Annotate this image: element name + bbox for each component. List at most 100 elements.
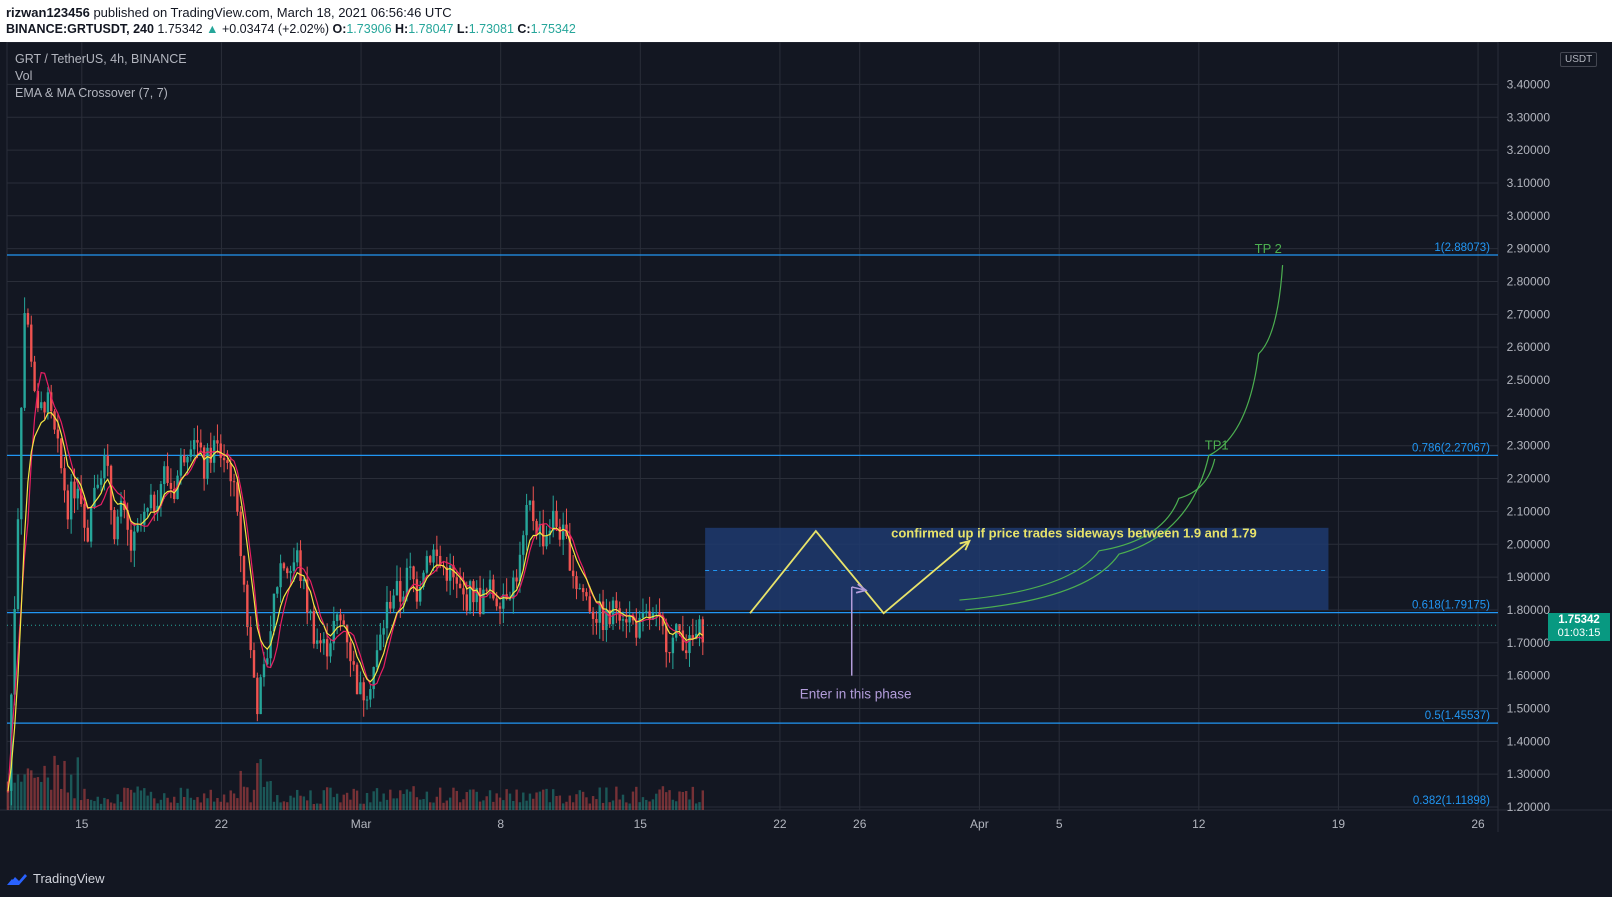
candle-body bbox=[242, 556, 246, 585]
volume-bar bbox=[126, 788, 129, 810]
date-tick-label: 15 bbox=[75, 817, 89, 831]
candle-body bbox=[216, 440, 219, 444]
volume-bar bbox=[309, 790, 312, 810]
candle-body bbox=[535, 521, 538, 535]
volume-bar bbox=[69, 774, 73, 810]
volume-bar bbox=[43, 765, 46, 810]
volume-bar bbox=[40, 781, 43, 810]
volume-bar bbox=[232, 793, 236, 810]
volume-bar bbox=[621, 794, 625, 810]
ema-line bbox=[7, 412, 704, 791]
candle-body bbox=[571, 570, 575, 577]
volume-bar bbox=[462, 799, 465, 810]
price-tick-label: 2.00000 bbox=[1507, 537, 1551, 551]
candle-body bbox=[518, 554, 522, 582]
sideways-range-box bbox=[705, 527, 1329, 610]
volume-bar bbox=[698, 802, 701, 810]
candle-body bbox=[395, 581, 399, 596]
volume-bar bbox=[33, 777, 36, 810]
candle-body bbox=[545, 535, 548, 547]
volume-bar bbox=[13, 782, 16, 810]
volume-bar bbox=[422, 799, 425, 810]
candle-body bbox=[625, 619, 628, 623]
candle-body bbox=[532, 500, 535, 522]
candle-body bbox=[485, 589, 488, 591]
volume-bar bbox=[136, 786, 139, 810]
volume-bar bbox=[561, 803, 565, 810]
volume-bar bbox=[292, 797, 296, 810]
candle-body bbox=[289, 570, 292, 574]
candle-body bbox=[36, 390, 40, 409]
legend-title[interactable]: GRT / TetherUS, 4h, BINANCE bbox=[15, 52, 187, 66]
volume-bar bbox=[63, 760, 66, 810]
bar-countdown: 01:03:15 bbox=[1557, 627, 1601, 639]
legend-indicator[interactable]: EMA & MA Crossover (7, 7) bbox=[15, 86, 168, 100]
candle-body bbox=[438, 555, 442, 566]
price-tick-label: 3.10000 bbox=[1507, 176, 1551, 190]
volume-bar bbox=[173, 796, 176, 810]
candle-body bbox=[445, 567, 449, 581]
volume-bar bbox=[668, 790, 671, 810]
candle-body bbox=[119, 500, 123, 517]
volume-bar bbox=[296, 789, 299, 810]
volume-bar bbox=[555, 795, 558, 810]
candle-body bbox=[495, 598, 498, 607]
volume-bar bbox=[478, 801, 482, 810]
candle-body bbox=[409, 566, 412, 568]
price-tick-label: 1.90000 bbox=[1507, 570, 1551, 584]
volume-bar bbox=[495, 793, 498, 810]
candle-body bbox=[352, 661, 355, 665]
date-tick-label: 5 bbox=[1056, 817, 1063, 831]
volume-bar bbox=[266, 781, 269, 810]
candle-body bbox=[515, 577, 518, 582]
volume-bar bbox=[332, 797, 335, 810]
candle-body bbox=[73, 481, 76, 499]
volume-bar bbox=[209, 789, 212, 810]
candle-body bbox=[638, 617, 641, 638]
volume-bar bbox=[222, 794, 226, 810]
candle-body bbox=[106, 455, 109, 466]
volume-bar bbox=[116, 794, 119, 810]
candle-body bbox=[232, 481, 236, 483]
volume-bar bbox=[532, 798, 535, 810]
candle-body bbox=[166, 466, 169, 483]
legend-volume[interactable]: Vol bbox=[15, 69, 33, 83]
candle-body bbox=[492, 579, 495, 599]
candle-body bbox=[266, 658, 269, 665]
currency-label[interactable]: USDT bbox=[1560, 52, 1598, 67]
tradingview-logo[interactable]: TradingView bbox=[6, 871, 105, 886]
volume-bar bbox=[625, 802, 628, 810]
volume-bar bbox=[615, 786, 618, 810]
volume-bar bbox=[641, 797, 645, 810]
volume-bar bbox=[299, 795, 302, 810]
volume-bar bbox=[382, 793, 385, 810]
volume-bar bbox=[50, 789, 53, 810]
volume-bar bbox=[86, 798, 89, 810]
candle-body bbox=[43, 402, 46, 413]
open-label: O: bbox=[332, 22, 347, 36]
volume-bar bbox=[608, 802, 611, 810]
volume-bar bbox=[146, 795, 149, 810]
volume-bar bbox=[249, 802, 252, 810]
price-chart[interactable]: 3.40000 3.30000 3.20000 3.10000 3.00000 2.900… bbox=[0, 42, 1612, 862]
volume-bar bbox=[335, 793, 339, 810]
candle-body bbox=[53, 411, 56, 430]
candle-body bbox=[694, 633, 698, 639]
volume-bar bbox=[425, 791, 429, 810]
volume-bar bbox=[16, 774, 20, 810]
candle-body bbox=[475, 587, 478, 603]
candle-body bbox=[488, 579, 492, 590]
candle-body bbox=[538, 523, 542, 535]
close-label: C: bbox=[517, 22, 531, 36]
candle-body bbox=[279, 563, 282, 588]
volume-bar bbox=[528, 793, 532, 810]
candle-body bbox=[16, 519, 20, 610]
candle-body bbox=[645, 611, 648, 613]
volume-bar bbox=[93, 801, 96, 810]
candle-body bbox=[30, 324, 33, 362]
footer-bar bbox=[0, 862, 1612, 897]
volume-bar bbox=[552, 789, 555, 810]
candle-body bbox=[678, 624, 681, 631]
author-name[interactable]: rizwan123456 bbox=[6, 5, 90, 20]
candle-body bbox=[79, 488, 83, 505]
